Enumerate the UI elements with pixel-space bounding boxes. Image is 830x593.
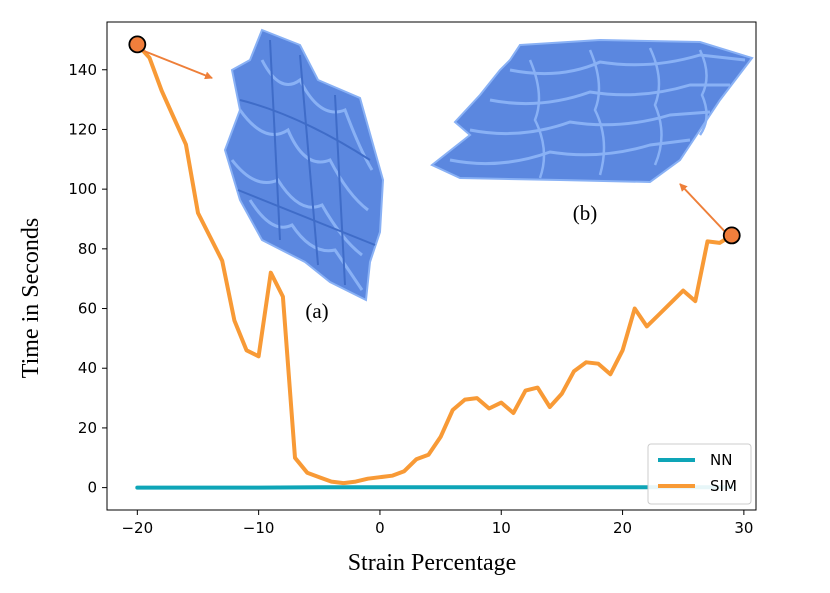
highlight-marker-b [722,226,741,245]
y-tick-label: 120 [68,120,97,138]
x-tick-label: −20 [121,519,153,537]
legend-label-nn: NN [710,451,732,469]
x-tick-label: −10 [243,519,275,537]
structure-a-image [223,28,385,302]
y-tick-label: 80 [78,240,97,258]
y-axis-title: Time in Seconds [18,218,44,378]
annotation-label-b: (b) [573,201,598,225]
series-line-sim [135,42,734,486]
x-tick-label: 10 [492,519,511,537]
annotation-arrow-b [679,183,731,238]
legend-label-sim: SIM [710,477,737,495]
x-tick-label: 0 [375,519,385,537]
y-axis: 0 20 40 60 80 100 120 140 [68,61,107,497]
y-tick-label: 40 [78,359,97,377]
x-tick-label: 30 [734,519,753,537]
x-tick-label: 20 [613,519,632,537]
annotation-label-a: (a) [305,299,328,323]
y-tick-label: 0 [87,479,97,497]
plot-frame [106,21,757,511]
legend: NN SIM [647,443,752,505]
structure-b-image [430,38,754,184]
x-axis: −20 −10 0 10 20 30 [121,510,753,537]
y-tick-label: 20 [78,419,97,437]
series-layer [135,42,734,490]
highlight-marker-a [128,35,147,54]
y-tick-label: 100 [68,180,97,198]
annotation-arrow-a [133,46,213,80]
legend-box [647,443,752,505]
y-tick-label: 140 [68,61,97,79]
x-axis-title: Strain Percentage [348,550,517,576]
y-tick-label: 60 [78,300,97,318]
marker-layer [128,35,741,245]
